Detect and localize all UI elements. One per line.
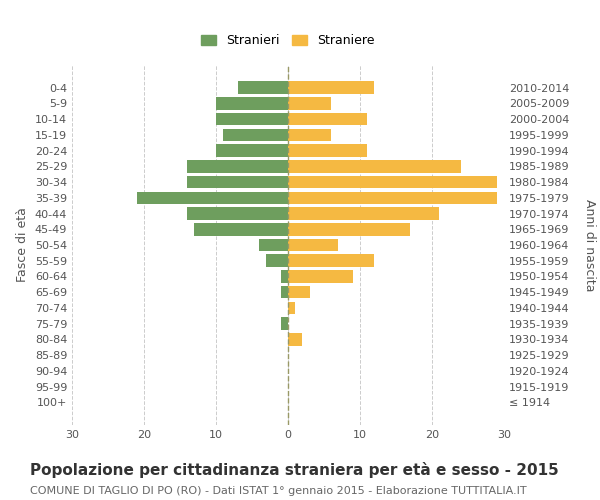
Bar bbox=[187, 207, 288, 220]
Legend: Stranieri, Straniere: Stranieri, Straniere bbox=[195, 28, 381, 54]
Bar bbox=[187, 176, 288, 188]
Bar bbox=[216, 97, 288, 110]
Bar bbox=[194, 223, 288, 235]
Bar bbox=[288, 176, 497, 188]
Bar bbox=[288, 128, 331, 141]
Y-axis label: Fasce di età: Fasce di età bbox=[16, 208, 29, 282]
Bar bbox=[259, 238, 288, 252]
Bar bbox=[288, 254, 374, 267]
Text: COMUNE DI TAGLIO DI PO (RO) - Dati ISTAT 1° gennaio 2015 - Elaborazione TUTTITAL: COMUNE DI TAGLIO DI PO (RO) - Dati ISTAT… bbox=[30, 486, 527, 496]
Bar bbox=[288, 192, 497, 204]
Bar bbox=[216, 113, 288, 126]
Bar bbox=[281, 286, 288, 298]
Bar bbox=[288, 144, 367, 157]
Bar bbox=[223, 128, 288, 141]
Bar bbox=[288, 97, 331, 110]
Bar bbox=[288, 113, 367, 126]
Bar bbox=[288, 302, 295, 314]
Bar bbox=[288, 223, 410, 235]
Text: Popolazione per cittadinanza straniera per età e sesso - 2015: Popolazione per cittadinanza straniera p… bbox=[30, 462, 559, 478]
Bar bbox=[187, 160, 288, 172]
Bar bbox=[288, 82, 374, 94]
Bar bbox=[216, 144, 288, 157]
Bar bbox=[288, 160, 461, 172]
Y-axis label: Anni di nascita: Anni di nascita bbox=[583, 198, 596, 291]
Bar bbox=[266, 254, 288, 267]
Bar bbox=[281, 318, 288, 330]
Bar bbox=[288, 207, 439, 220]
Bar bbox=[288, 333, 302, 345]
Bar bbox=[288, 286, 310, 298]
Bar bbox=[288, 238, 338, 252]
Bar bbox=[281, 270, 288, 283]
Bar bbox=[288, 270, 353, 283]
Bar bbox=[137, 192, 288, 204]
Bar bbox=[238, 82, 288, 94]
